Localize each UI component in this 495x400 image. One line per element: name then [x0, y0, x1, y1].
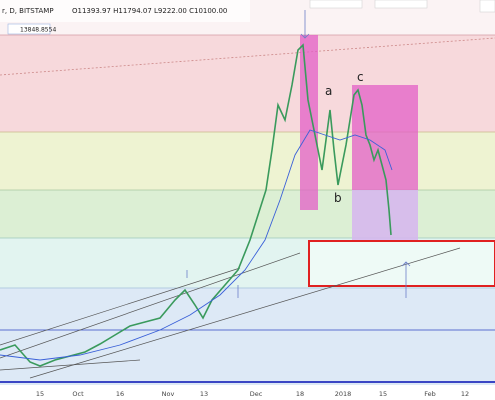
toolbar-button[interactable]: [374, 0, 428, 9]
zone: [0, 288, 495, 385]
axis-area: [0, 385, 495, 400]
x-axis-label: Dec: [250, 390, 263, 398]
price-path: [0, 43, 392, 367]
x-axis: 15 Oct 16 Nov 13 Dec 18 2018 15 Feb 12: [36, 390, 469, 398]
x-axis-label: 16: [116, 390, 124, 398]
indicator-value: 13848.8554: [20, 27, 56, 34]
x-axis-label: 15: [379, 390, 387, 398]
ohlc: O11393.97 H11794.07 L9222.00 C10100.00: [72, 7, 227, 15]
toolbar-button[interactable]: [309, 0, 363, 9]
wave-label: a: [325, 84, 332, 98]
x-axis-label: 18: [296, 390, 304, 398]
arrows: [186, 10, 411, 298]
x-axis-label: 13: [200, 390, 208, 398]
dotted-trendline: [0, 37, 495, 76]
header-bg: [0, 0, 250, 22]
x-axis-label: Nov: [162, 390, 175, 398]
x-axis-label: 2018: [335, 390, 352, 398]
zone: [0, 190, 495, 238]
wave-label: c: [357, 70, 364, 84]
x-axis-label: Feb: [424, 390, 436, 398]
moving-average: [0, 129, 393, 361]
indicator-box: [7, 23, 51, 35]
x-axis-label: 12: [461, 390, 469, 398]
x-axis-label: Oct: [72, 390, 84, 398]
symbol: r, D, BITSTAMP: [2, 7, 54, 15]
toolbar-button[interactable]: [479, 0, 495, 13]
channel-lines: [0, 247, 461, 379]
x-axis-label: 15: [36, 390, 44, 398]
zone: [0, 35, 495, 132]
wave-label: b: [334, 191, 342, 205]
zone: [0, 132, 495, 190]
target-box: [308, 240, 495, 287]
pattern-box: [300, 35, 318, 210]
